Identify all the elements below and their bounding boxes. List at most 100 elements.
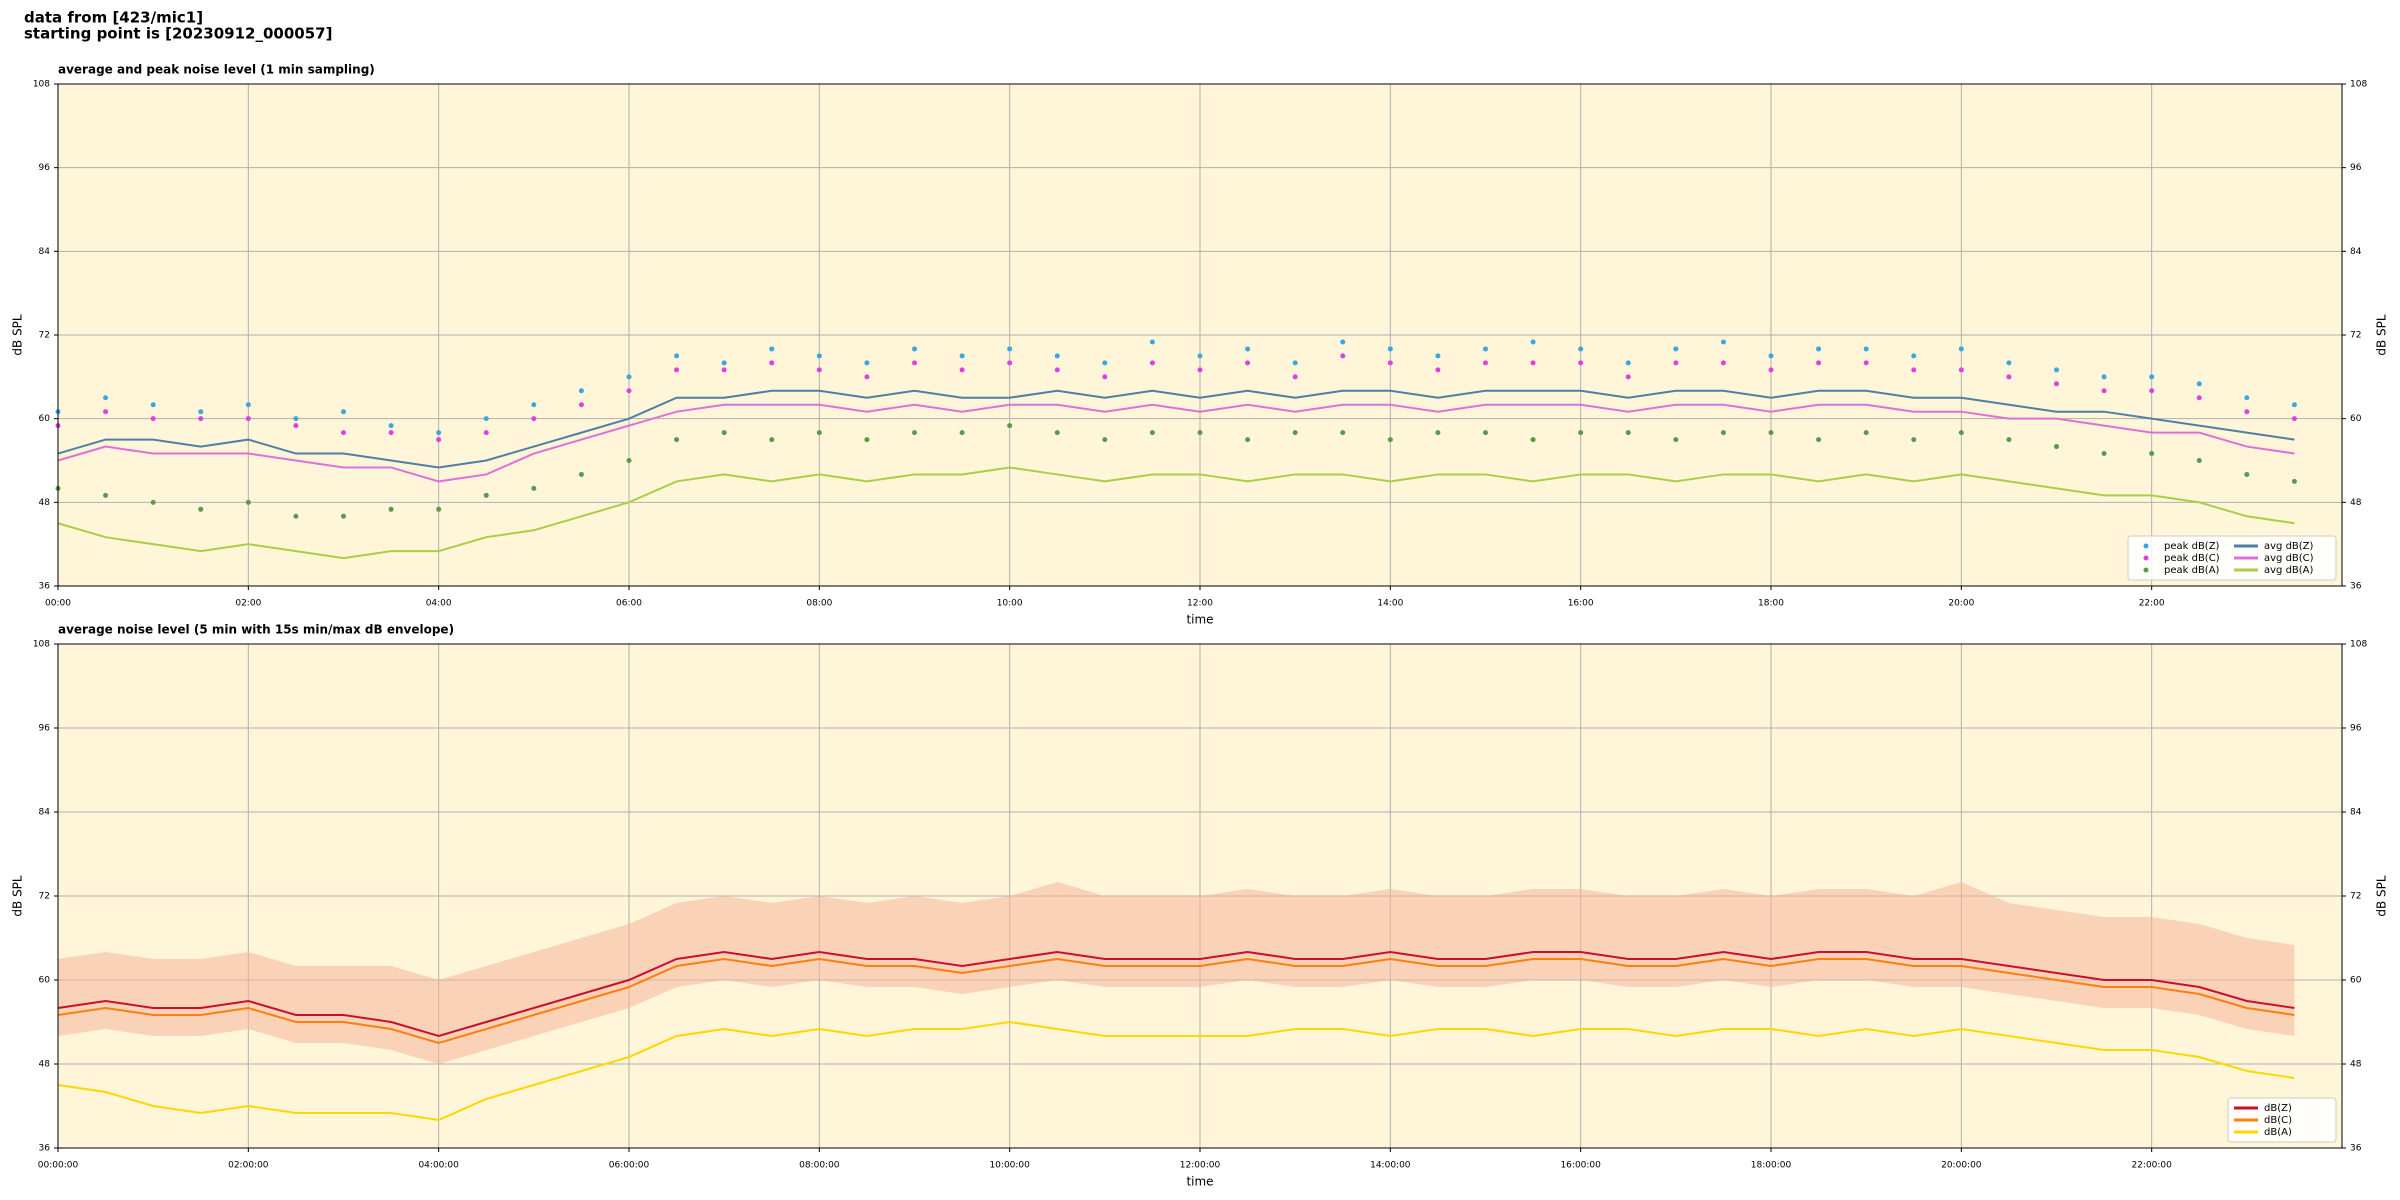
y-tick-label: 108 [33,80,50,90]
y-tick-label: 96 [2350,724,2362,734]
peak-dot [1720,430,1726,436]
peak-dot [2291,416,2297,422]
peak-dot [2149,388,2155,394]
peak-dot [103,395,109,401]
peak-dot [1483,360,1488,366]
peak-dot [1149,360,1155,366]
peak-dot [816,430,822,436]
y-axis-label: dB SPL [11,875,25,917]
peak-dot [341,513,346,519]
x-tick-label: 14:00:00 [1370,1161,1411,1171]
x-tick-label: 06:00 [616,599,642,609]
peak-dot [1530,339,1536,345]
y-tick-label: 48 [39,1060,51,1070]
legend-swatch [2143,567,2149,573]
peak-dot [1102,437,1108,443]
peak-dot [1578,430,1584,436]
header-line: data from [423/mic1] [24,9,203,27]
peak-dot [1530,360,1536,366]
y-tick-label: 96 [2350,163,2362,173]
y-tick-label: 48 [39,498,51,508]
peak-dot [1149,339,1155,345]
y-tick-label: 60 [39,414,51,424]
y-tick-label: 60 [2350,414,2362,424]
peak-dot [1816,360,1822,366]
peak-dot [1768,367,1774,373]
peak-dot [1292,430,1298,436]
peak-dot [1245,360,1251,366]
y-tick-label: 84 [2350,247,2362,257]
peak-dot [2101,451,2107,457]
peak-dot [531,485,537,491]
y-tick-label: 36 [2350,582,2362,592]
peak-dot [341,430,346,436]
peak-dot [388,423,394,429]
peak-dot [2006,374,2012,380]
peak-dot [674,367,680,373]
peak-dot [1863,430,1869,436]
peak-dot [1292,374,1298,380]
peak-dot [198,416,204,422]
peak-dot [2196,381,2202,387]
peak-dot [198,506,204,512]
peak-dot [1483,346,1488,352]
peak-dot [1102,360,1108,366]
peak-dot [1245,346,1251,352]
peak-dot [1673,437,1679,443]
y-tick-label: 60 [2350,976,2362,986]
x-tick-label: 12:00 [1187,599,1213,609]
peak-dot [1149,430,1155,436]
peak-dot [531,402,537,408]
peak-dot [2054,367,2059,373]
legend-label: dB(Z) [2264,1103,2292,1114]
peak-dot [2291,402,2297,408]
y-tick-label: 96 [39,724,51,734]
peak-dot [816,367,822,373]
peak-dot [2244,395,2250,401]
peak-dot [1958,430,1964,436]
y-tick-label: 84 [2350,808,2362,818]
peak-dot [436,430,442,436]
peak-dot [1625,374,1631,380]
peak-dot [1102,374,1108,380]
peak-dot [959,353,965,359]
peak-dot [2006,437,2012,443]
y-tick-label: 36 [39,1144,51,1154]
peak-dot [103,409,109,415]
peak-dot [1387,346,1393,352]
series-line [57,466,2295,560]
peak-dot [1245,437,1251,443]
y-tick-label: 48 [2350,1060,2362,1070]
peak-dot [1197,367,1203,373]
peak-dot [959,430,965,436]
peak-dot [1673,360,1679,366]
x-tick-label: 20:00:00 [1941,1161,1982,1171]
peak-dot [2054,444,2059,450]
peak-dot [436,506,442,512]
peak-dot [483,430,489,436]
y-tick-label: 72 [2350,892,2361,902]
peak-dot [2196,458,2202,463]
peak-dot [1054,367,1060,373]
peak-dot [626,458,632,463]
peak-dot [2149,451,2155,457]
peak-dot [293,513,299,519]
peak-dot [721,360,727,366]
peak-dot [1720,360,1726,366]
peak-dot [2149,374,2155,380]
y-tick-label: 108 [2350,640,2367,650]
peak-dot [721,430,727,436]
legend-swatch [2143,555,2149,561]
y-tick-label: 108 [2350,80,2367,90]
legend-label: dB(A) [2264,1127,2292,1138]
peak-dot [483,492,489,498]
x-tick-label: 20:00 [1948,599,1974,609]
peak-dot [1197,430,1203,436]
peak-dot [1197,353,1203,359]
peak-dot [1387,437,1393,443]
peak-dot [1863,360,1869,366]
envelope-band [58,882,2295,1064]
x-tick-label: 02:00:00 [228,1161,269,1171]
x-tick-label: 22:00:00 [2131,1161,2172,1171]
